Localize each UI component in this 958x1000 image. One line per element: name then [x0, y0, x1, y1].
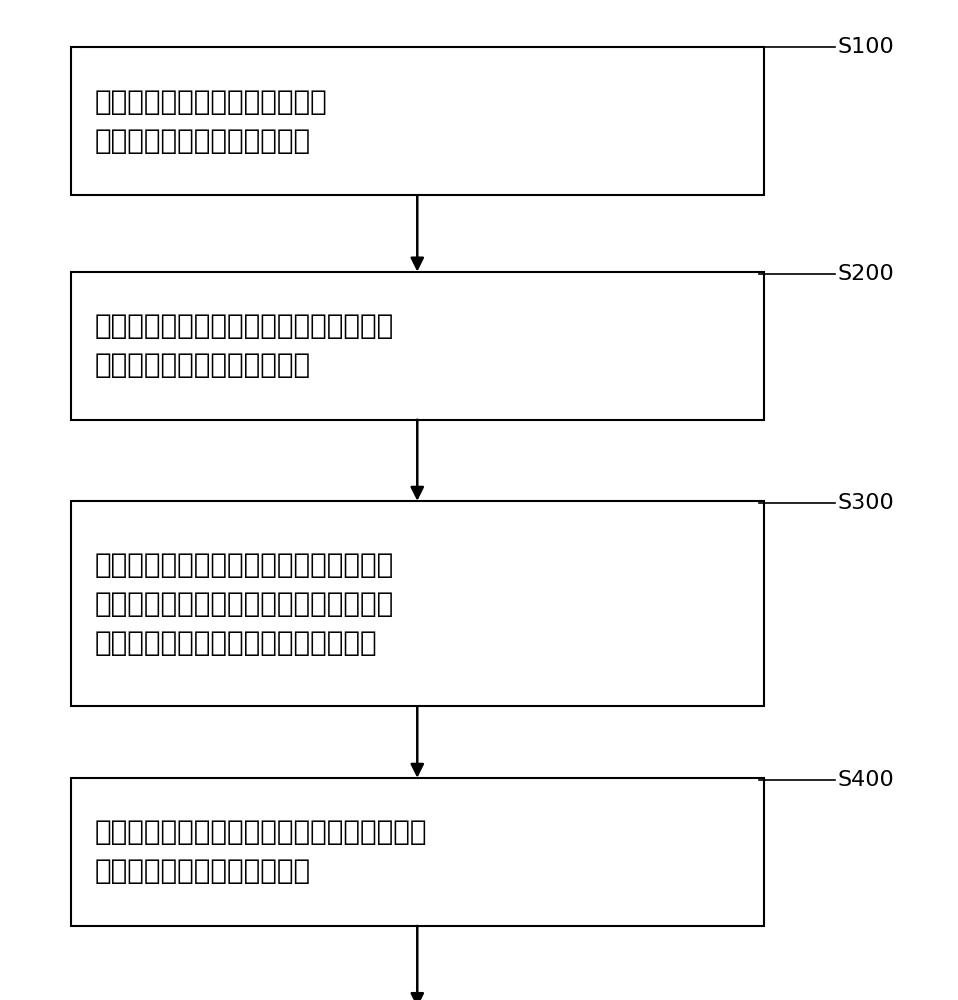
Text: 当当前电量值大于安全下载电量阈值，且
检测到当前状态为充电状态时，分析待下
载数据包是否大于充电发热数据包阈值: 当当前电量值大于安全下载电量阈值，且 检测到当前状态为充电状态时，分析待下 载数…: [95, 551, 394, 657]
FancyBboxPatch shape: [71, 778, 764, 926]
Text: 分析当前电量值是否大于安全下载电量阈
值，检测当前是否为充电状态: 分析当前电量值是否大于安全下载电量阈 值，检测当前是否为充电状态: [95, 312, 394, 379]
Text: 获取待下载数据包的大小、当前
电量值和充电发热数据包阈值: 获取待下载数据包的大小、当前 电量值和充电发热数据包阈值: [95, 88, 327, 155]
FancyBboxPatch shape: [71, 272, 764, 420]
Text: S100: S100: [838, 37, 895, 57]
Text: S300: S300: [838, 493, 895, 513]
FancyBboxPatch shape: [71, 501, 764, 706]
Text: S200: S200: [838, 264, 895, 284]
Text: S400: S400: [838, 770, 895, 790]
FancyBboxPatch shape: [71, 47, 764, 195]
Text: 当待下载数据包大于充电发热数据包阈值时，
断开充电，下载待下载数据包: 当待下载数据包大于充电发热数据包阈值时， 断开充电，下载待下载数据包: [95, 818, 427, 885]
